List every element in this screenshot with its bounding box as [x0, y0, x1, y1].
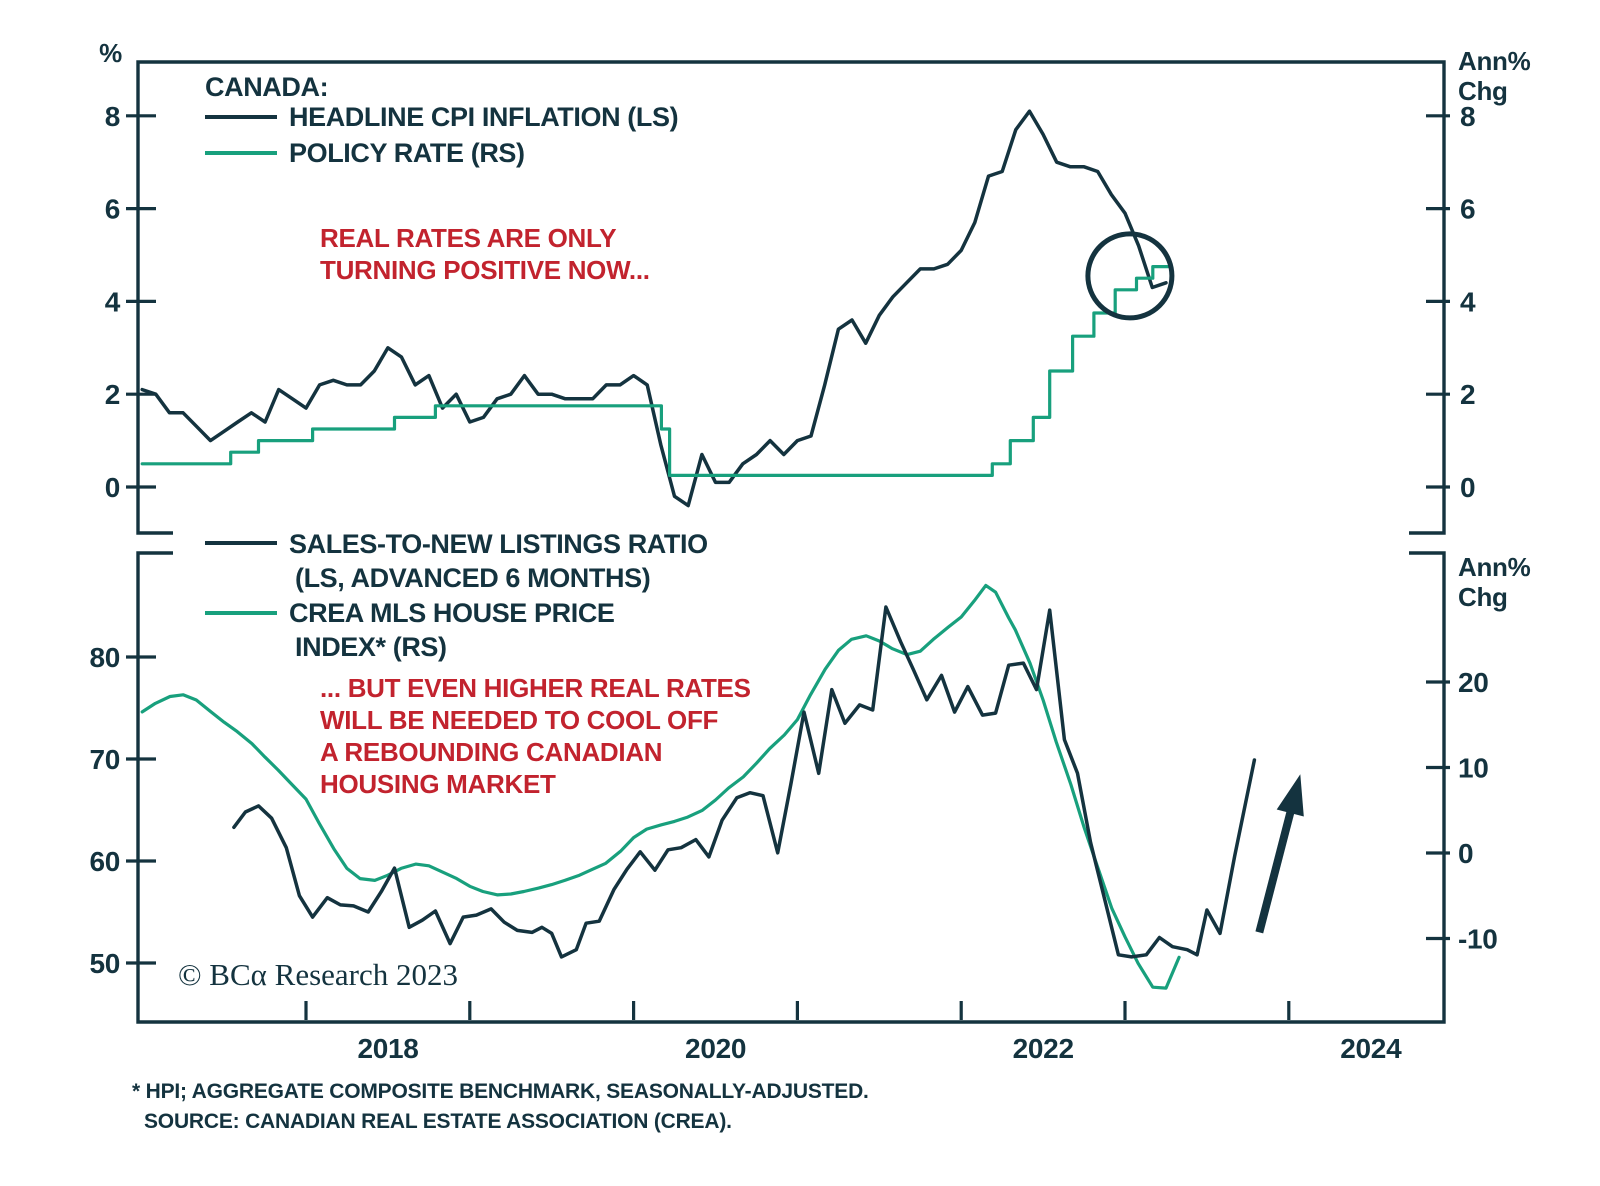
x-axis-year-label: 2024 — [1340, 1033, 1402, 1064]
x-axis-year-label: 2022 — [1013, 1033, 1074, 1064]
top-right-tick-label: 6 — [1460, 194, 1475, 225]
top-legend-title: CANADA: — [205, 72, 328, 102]
top-right-tick-label: 2 — [1460, 379, 1475, 410]
top-left-tick-label: 8 — [105, 101, 120, 132]
bottom-right-tick-label: 10 — [1458, 753, 1489, 784]
bottom-left-tick-label: 60 — [89, 846, 120, 877]
copyright-text: © BCα Research 2023 — [178, 957, 458, 992]
hpi-legend-label-line1: CREA MLS HOUSE PRICE — [289, 598, 615, 628]
bottom-left-tick-label: 50 — [89, 948, 120, 979]
top-right-axis-unit-line1: Ann% — [1458, 46, 1531, 76]
top-annotation-line2: TURNING POSITIVE NOW... — [320, 255, 650, 285]
footnote-line2: SOURCE: CANADIAN REAL ESTATE ASSOCIATION… — [144, 1110, 732, 1133]
cpi-legend-label: HEADLINE CPI INFLATION (LS) — [289, 102, 678, 132]
bottom-right-tick-label: 0 — [1458, 838, 1473, 869]
bottom-annotation-line3: A REBOUNDING CANADIAN — [320, 737, 662, 767]
footnote-line1: * HPI; AGGREGATE COMPOSITE BENCHMARK, SE… — [132, 1080, 869, 1103]
bottom-left-tick-label: 80 — [89, 642, 120, 673]
bottom-annotation-line1: ... BUT EVEN HIGHER REAL RATES — [320, 673, 751, 703]
figure: 024680246850607080-100102020182020202220… — [0, 0, 1600, 1186]
x-axis-year-label: 2020 — [685, 1033, 746, 1064]
policy-rate-line — [142, 267, 1171, 476]
bottom-right-axis-unit-line1: Ann% — [1458, 552, 1531, 582]
bottom-left-tick-label: 70 — [89, 744, 120, 775]
bottom-right-tick-label: 20 — [1458, 667, 1489, 698]
circle-annotation — [1088, 234, 1172, 318]
up-arrow-shaft — [1259, 807, 1291, 932]
top-left-tick-label: 2 — [105, 379, 120, 410]
x-axis-year-label: 2018 — [357, 1033, 418, 1064]
headline-cpi-line — [142, 111, 1166, 505]
top-right-tick-label: 4 — [1460, 286, 1476, 317]
top-right-axis-unit-line2: Chg — [1458, 76, 1508, 106]
top-panel-border — [138, 62, 1444, 533]
bottom-annotation-line2: WILL BE NEEDED TO COOL OFF — [320, 705, 718, 735]
top-annotation-line1: REAL RATES ARE ONLY — [320, 223, 616, 253]
sales-legend-label-line2: (LS, ADVANCED 6 MONTHS) — [295, 563, 650, 593]
hpi-legend-label-line2: INDEX* (RS) — [295, 632, 447, 662]
top-left-tick-label: 4 — [105, 286, 121, 317]
policy-legend-label: POLICY RATE (RS) — [289, 138, 525, 168]
sales-legend-label-line1: SALES-TO-NEW LISTINGS RATIO — [289, 529, 708, 559]
up-arrow-head-icon — [1277, 774, 1304, 816]
bottom-annotation-line4: HOUSING MARKET — [320, 769, 556, 799]
top-left-tick-label: 6 — [105, 194, 120, 225]
top-left-axis-unit: % — [99, 38, 122, 68]
bottom-right-axis-unit-line2: Chg — [1458, 582, 1508, 612]
top-right-tick-label: 0 — [1460, 472, 1475, 503]
chart-canvas: 024680246850607080-100102020182020202220… — [0, 0, 1600, 1186]
top-left-tick-label: 0 — [105, 472, 120, 503]
bottom-right-tick-label: -10 — [1458, 924, 1498, 955]
